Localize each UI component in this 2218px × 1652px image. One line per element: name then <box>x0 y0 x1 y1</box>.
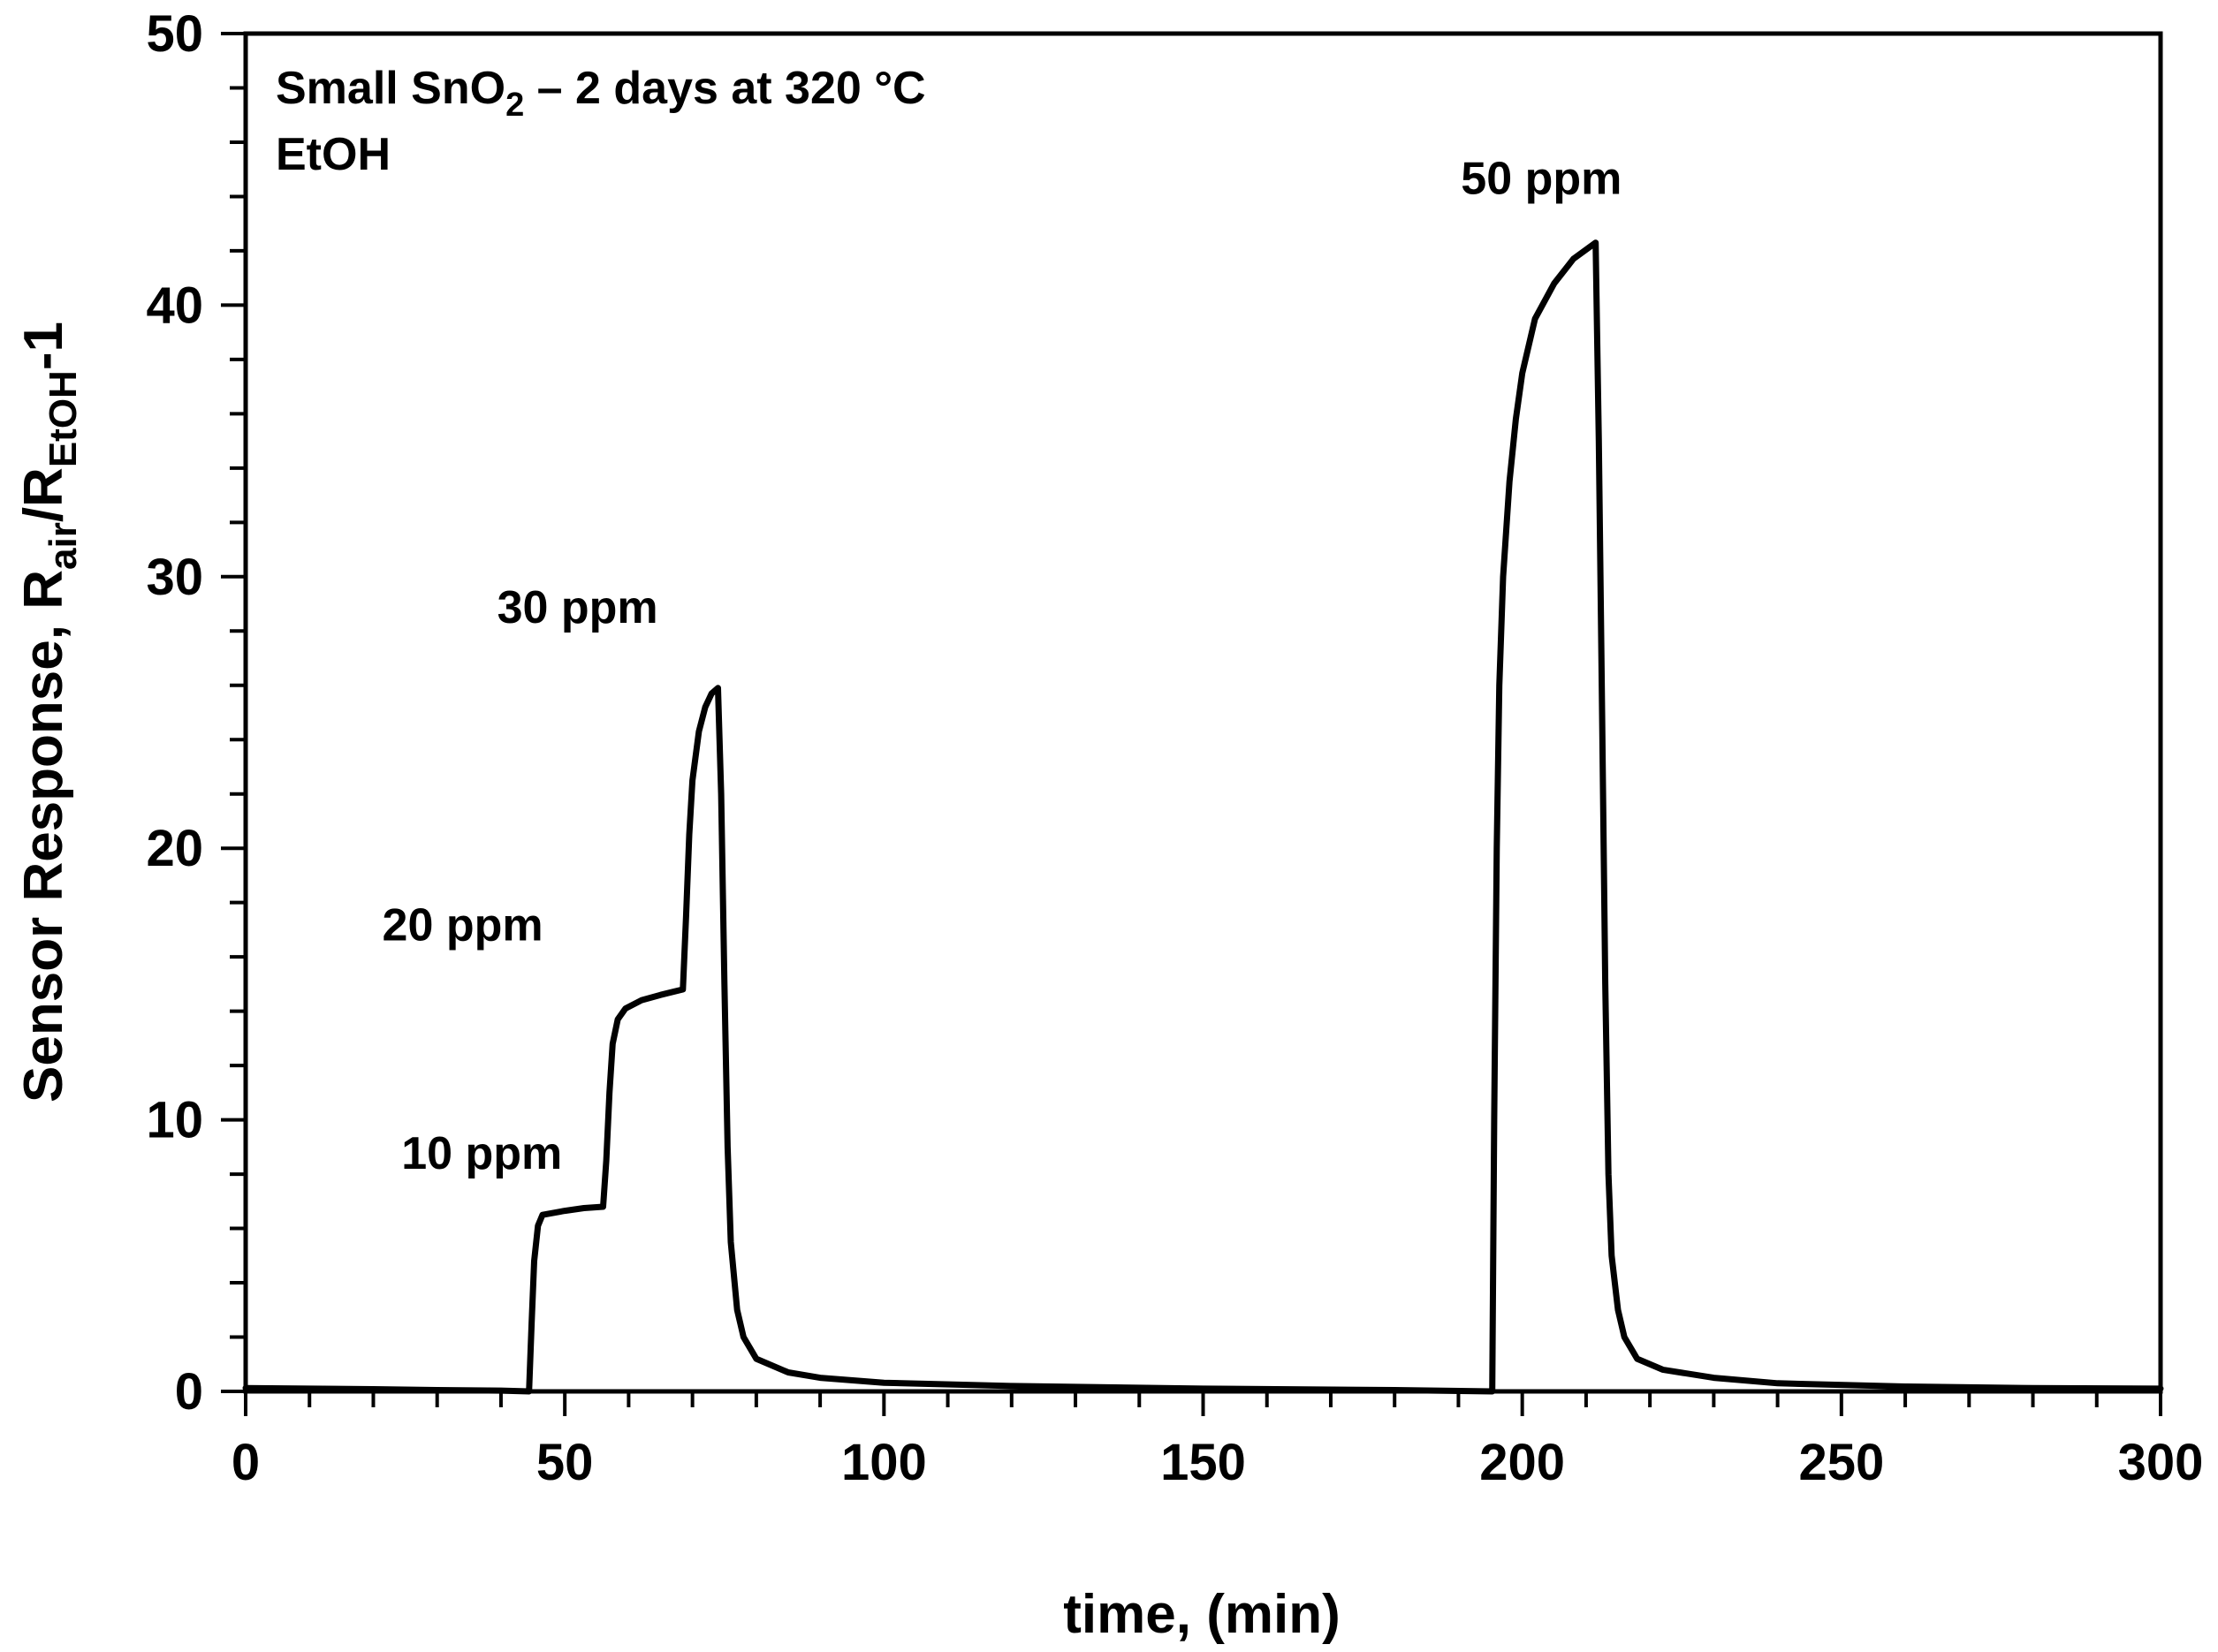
x-tick-label: 250 <box>1798 1434 1884 1491</box>
x-tick-label: 0 <box>232 1434 260 1491</box>
y-tick-label: 40 <box>146 277 203 334</box>
concentration-label: 20 ppm <box>383 900 543 951</box>
x-tick-label: 50 <box>536 1434 594 1491</box>
y-axis-title: Sensor Response, Rair/REtOH-1 <box>13 322 85 1103</box>
x-tick-label: 150 <box>1160 1434 1246 1491</box>
x-tick-label: 200 <box>1479 1434 1565 1491</box>
chart-title-line1: Small SnO2 – 2 days at 320 °C <box>276 63 926 124</box>
y-tick-label: 30 <box>146 549 203 606</box>
annotations: 10 ppm 20 ppm 30 ppm 50 ppm <box>383 153 1622 1179</box>
x-axis-tick-labels: 0 50 100 150 200 250 300 <box>232 1434 2204 1491</box>
y-tick-label: 50 <box>146 5 203 63</box>
x-tick-label: 300 <box>2118 1434 2204 1491</box>
x-axis-ticks <box>244 1391 2162 1416</box>
series-line <box>242 239 2164 1395</box>
y-axis-tick-labels: 0 10 20 30 40 50 <box>146 5 203 1421</box>
plot-area: 0 50 100 150 200 250 300 0 10 20 30 40 50 10 ppm 20 … <box>146 5 2203 1491</box>
x-axis-title: time, (min) <box>1063 1584 1340 1645</box>
concentration-label: 50 ppm <box>1461 153 1622 204</box>
y-tick-label: 10 <box>146 1092 203 1149</box>
chart-title-line2: EtOH <box>276 129 391 180</box>
x-tick-label: 100 <box>841 1434 927 1491</box>
concentration-label: 30 ppm <box>498 582 658 633</box>
y-axis-ticks <box>221 32 246 1393</box>
y-tick-label: 20 <box>146 820 203 877</box>
plot-frame <box>243 31 2163 1394</box>
concentration-label: 10 ppm <box>401 1128 562 1179</box>
y-tick-label: 0 <box>175 1363 203 1421</box>
